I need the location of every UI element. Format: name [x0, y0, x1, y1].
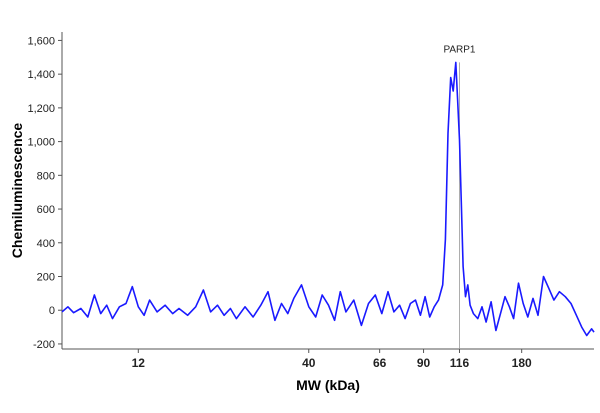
x-axis-ticks: 12 40 66 90 116 180 — [132, 349, 532, 370]
y-tick-label: 1,000 — [27, 137, 55, 149]
y-tick-label: 1,200 — [27, 103, 55, 115]
y-tick-label: 600 — [37, 204, 55, 216]
y-tick-label: 1,400 — [27, 69, 55, 81]
series-line — [61, 61, 595, 337]
x-tick-label: 66 — [373, 356, 387, 370]
annotation-parp1: PARP1 — [443, 44, 475, 55]
y-tick-label: 0 — [49, 305, 55, 317]
y-tick-label: -200 — [33, 339, 55, 351]
x-tick-label: 180 — [512, 356, 532, 370]
y-tick-label: 1,600 — [27, 35, 55, 47]
y-axis-ticks: -200 0 200 400 600 800 1,000 1,200 1,400 1,600 — [27, 35, 62, 351]
y-tick-label: 800 — [37, 170, 55, 182]
y-tick-label: 400 — [37, 238, 55, 250]
x-tick-label: 40 — [302, 356, 316, 370]
x-tick-label: 116 — [450, 356, 470, 370]
x-axis-title: MW (kDa) — [296, 377, 360, 393]
x-tick-label: 12 — [132, 356, 146, 370]
x-tick-label: 90 — [417, 356, 431, 370]
y-tick-label: 200 — [37, 271, 55, 283]
y-axis-title: Chemiluminescence — [9, 123, 25, 259]
